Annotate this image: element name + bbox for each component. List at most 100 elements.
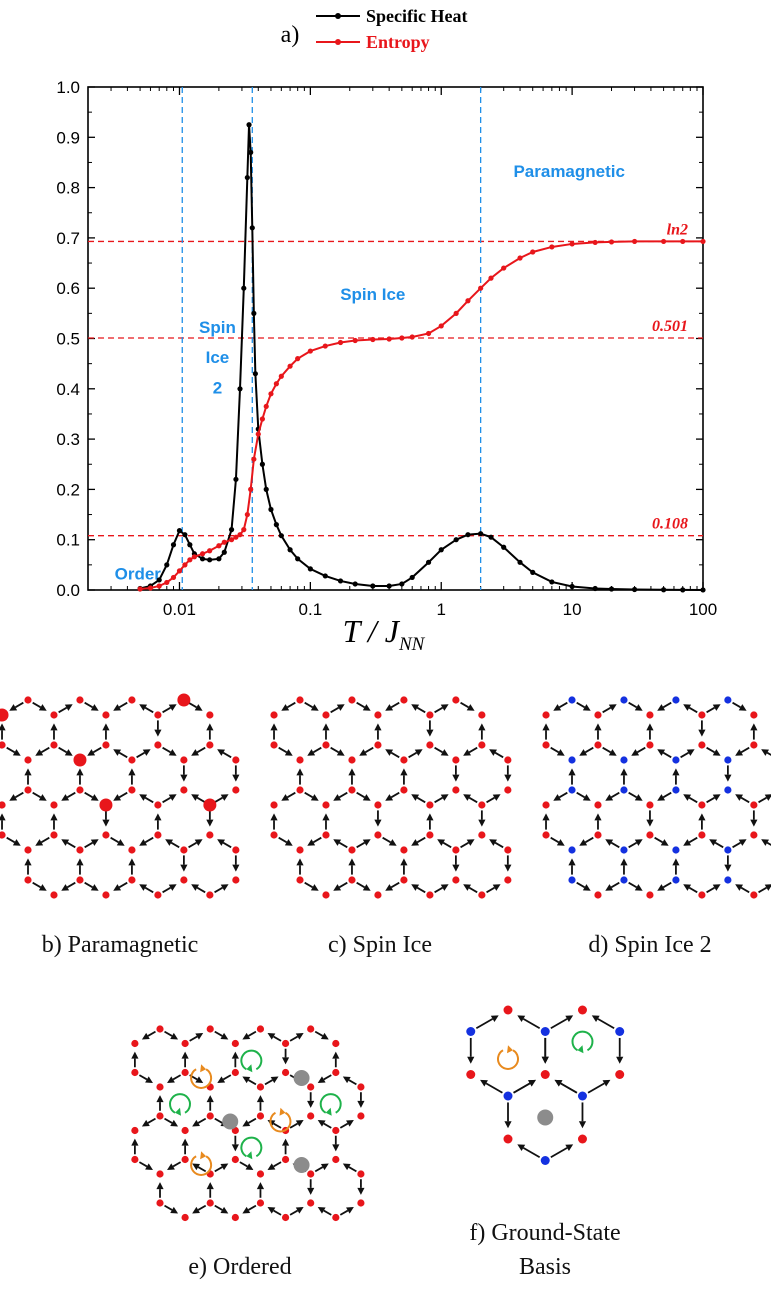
specific-heat-point bbox=[517, 559, 523, 565]
spin-arrowhead bbox=[256, 1182, 265, 1190]
specific-heat-point bbox=[176, 528, 183, 534]
spin-arrow bbox=[196, 886, 206, 894]
spin-arrowhead bbox=[346, 1207, 354, 1214]
spin-arrowhead bbox=[764, 884, 771, 891]
spin-arrow bbox=[66, 841, 76, 849]
spin-arrowhead bbox=[594, 723, 602, 731]
specific-heat-point bbox=[252, 371, 258, 377]
spin-arrowhead bbox=[480, 1079, 488, 1087]
specific-heat-point bbox=[164, 562, 170, 568]
ordered-lattice bbox=[131, 1025, 365, 1222]
spin-arrow bbox=[14, 791, 24, 799]
spin-arrow bbox=[196, 746, 206, 754]
specific-heat-point bbox=[501, 544, 507, 550]
spin-arrowhead bbox=[489, 749, 498, 756]
specific-heat-point bbox=[228, 527, 235, 533]
specific-heat-point bbox=[244, 174, 250, 181]
entropy-point bbox=[263, 403, 269, 410]
spin-arrowhead bbox=[113, 749, 122, 756]
spin-arrowhead bbox=[231, 1051, 239, 1059]
entropy-point bbox=[661, 238, 667, 245]
site-positive bbox=[594, 711, 602, 719]
spin-arrow bbox=[6, 836, 16, 844]
spin-arrowhead bbox=[154, 729, 162, 737]
spin-arrowhead bbox=[322, 813, 330, 821]
spin-arrowhead bbox=[411, 839, 420, 846]
spin-arrow bbox=[550, 1147, 568, 1159]
spin-arrow bbox=[416, 836, 426, 844]
site-positive bbox=[0, 831, 6, 839]
spin-arrow bbox=[442, 841, 452, 849]
spin-arrowhead bbox=[64, 704, 73, 711]
y-tick-label: 0.6 bbox=[56, 279, 80, 298]
spin-arrowhead bbox=[556, 749, 565, 756]
spin-arrow bbox=[304, 701, 314, 709]
spin-arrowhead bbox=[102, 723, 110, 731]
spin-arrowhead bbox=[232, 864, 240, 872]
spin-arrowhead bbox=[0, 813, 6, 821]
site-positive bbox=[646, 891, 654, 899]
spin-arrow bbox=[188, 701, 197, 709]
spin-arrow bbox=[32, 701, 42, 709]
entropy-point bbox=[241, 527, 247, 533]
spin-arrowhead bbox=[231, 1144, 239, 1152]
spin-arrowhead bbox=[582, 794, 591, 801]
spin-arrowhead bbox=[374, 819, 382, 827]
spin-arrow bbox=[197, 1204, 207, 1211]
site-positive bbox=[180, 756, 188, 764]
spin-arrowhead bbox=[348, 858, 356, 866]
site-positive bbox=[156, 1199, 164, 1207]
site-positive bbox=[594, 891, 602, 899]
entropy-point bbox=[453, 310, 459, 316]
spin-arrowhead bbox=[270, 813, 278, 821]
x-axis-label-subscript: NN bbox=[398, 634, 426, 655]
site-positive bbox=[24, 846, 32, 854]
site-positive bbox=[50, 711, 58, 719]
spin-arrowhead bbox=[242, 1076, 251, 1084]
spin-arrowhead bbox=[683, 794, 692, 801]
spin-arrowhead bbox=[672, 768, 680, 776]
spin-arrowhead bbox=[602, 1079, 611, 1087]
site-positive bbox=[76, 696, 84, 704]
site-positive bbox=[452, 696, 460, 704]
entropy-point bbox=[244, 511, 250, 518]
spin-arrowhead bbox=[620, 768, 628, 776]
site-positive bbox=[180, 876, 188, 884]
spin-arrow bbox=[680, 751, 690, 759]
specific-heat-point bbox=[241, 285, 247, 291]
spin-arrowhead bbox=[170, 1206, 179, 1214]
legend-swatch-marker bbox=[335, 13, 341, 19]
spin-arrowhead bbox=[307, 1100, 315, 1108]
spin-arrow bbox=[576, 701, 586, 709]
spin-arrowhead bbox=[141, 1032, 150, 1040]
spin-arrowhead bbox=[541, 1056, 549, 1064]
site-positive bbox=[698, 891, 706, 899]
site-positive bbox=[50, 831, 58, 839]
spin-arrowhead bbox=[217, 1076, 226, 1083]
spin-arrow bbox=[348, 1079, 357, 1086]
site-positive bbox=[307, 1112, 315, 1120]
spin-arrowhead bbox=[156, 1095, 164, 1103]
site-positive bbox=[374, 831, 382, 839]
spin-ice-2-lattice bbox=[542, 696, 771, 899]
spin-arrowhead bbox=[440, 704, 449, 711]
specific-heat-point bbox=[352, 581, 358, 587]
specific-heat-point bbox=[278, 533, 284, 539]
specific-heat-point bbox=[221, 549, 227, 555]
spin-arrowhead bbox=[90, 884, 99, 891]
site-positive bbox=[332, 1068, 340, 1077]
site-negative bbox=[724, 756, 732, 764]
spin-arrowhead bbox=[709, 839, 718, 846]
spin-arrowhead bbox=[38, 794, 47, 801]
spin-arrowhead bbox=[605, 794, 614, 801]
spin-arrowhead bbox=[9, 704, 18, 711]
spin-arrow bbox=[740, 796, 750, 804]
site-positive bbox=[504, 756, 512, 764]
spin-arrow bbox=[338, 791, 348, 799]
specific-heat-point bbox=[370, 583, 376, 589]
spin-arrowhead bbox=[411, 704, 420, 711]
spin-arrowhead bbox=[504, 864, 512, 872]
site-positive bbox=[181, 1126, 189, 1135]
site-positive bbox=[231, 1068, 239, 1077]
spin-arrow bbox=[289, 1122, 299, 1129]
